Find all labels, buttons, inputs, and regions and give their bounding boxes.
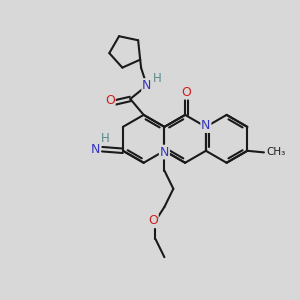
Text: CH₃: CH₃ [266,147,285,158]
Text: N: N [201,119,211,132]
Text: H: H [100,132,109,145]
Text: O: O [105,94,115,107]
Text: N: N [142,79,152,92]
Text: H: H [153,72,161,85]
Text: O: O [148,214,158,227]
Text: O: O [181,86,191,99]
Text: N: N [160,146,169,159]
Text: N: N [90,143,100,156]
